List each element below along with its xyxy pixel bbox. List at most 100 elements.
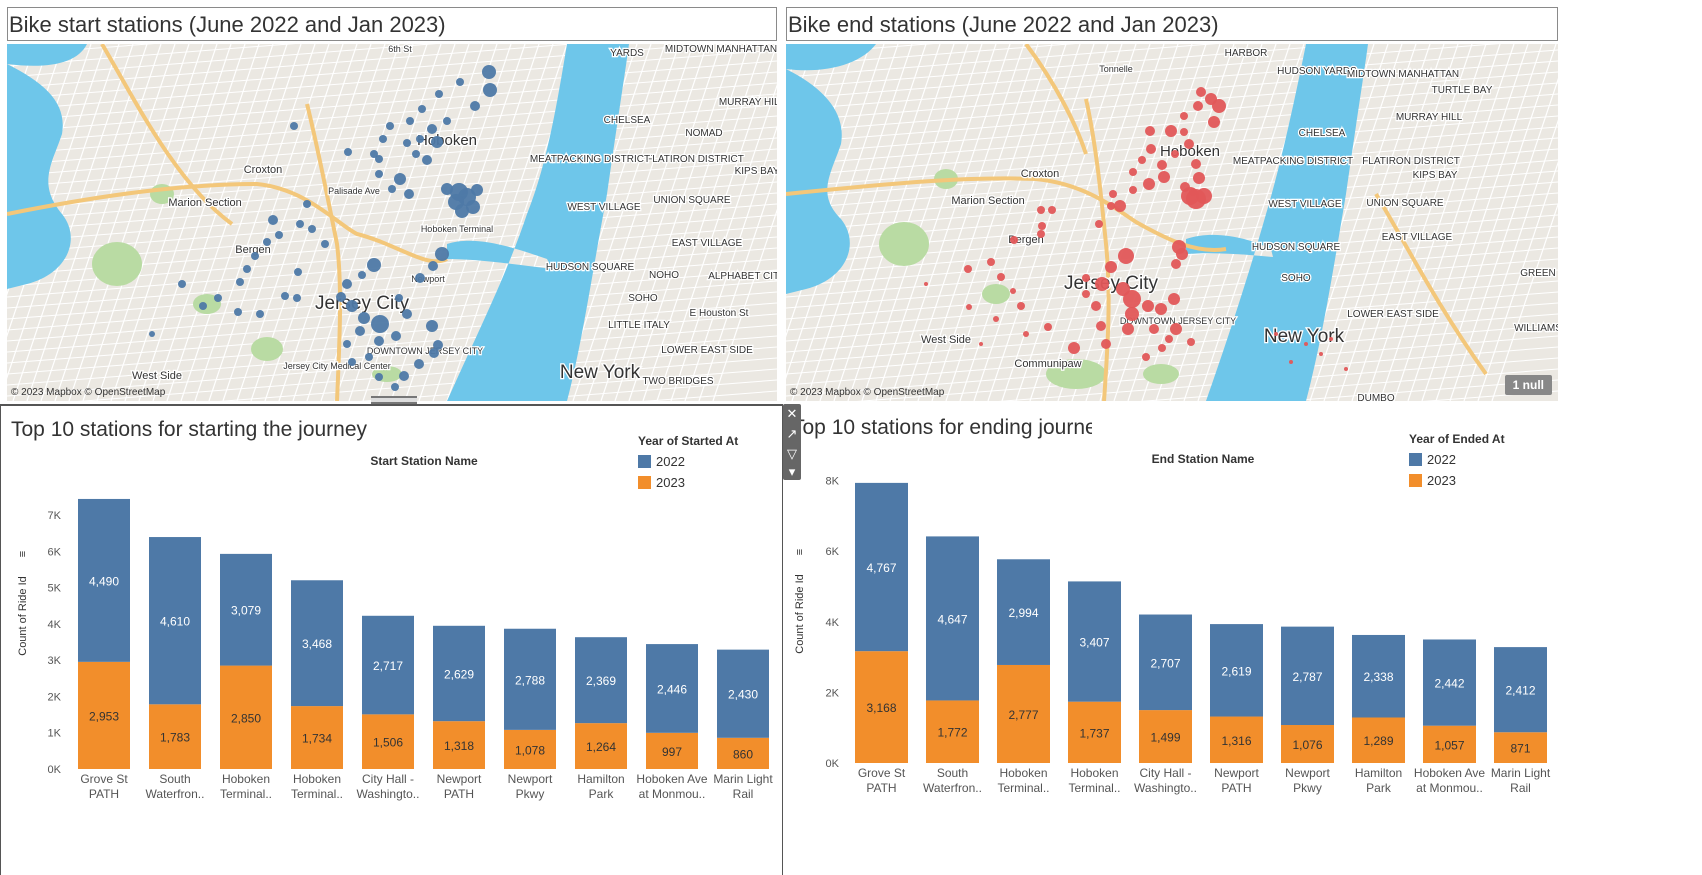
x-tick-label[interactable]: Newport	[508, 772, 553, 786]
station-marker[interactable]	[367, 258, 381, 272]
station-marker[interactable]	[281, 292, 289, 300]
bar-2022[interactable]	[1281, 626, 1334, 726]
bar-2022[interactable]	[855, 482, 908, 652]
start-station-map[interactable]: Hoboken Jersey City New York Croxton Marion …	[7, 44, 777, 401]
legend-item-2023[interactable]: 2023	[638, 475, 738, 490]
bar-2022[interactable]	[504, 628, 556, 730]
y-axis-label[interactable]: Count of Ride Id	[794, 574, 806, 654]
station-marker[interactable]	[435, 247, 449, 261]
bar-2022[interactable]	[291, 580, 343, 707]
station-marker[interactable]	[1129, 168, 1137, 176]
x-tick-label[interactable]: Hamilton	[577, 772, 624, 786]
bar-2022[interactable]	[997, 559, 1050, 665]
station-marker[interactable]	[1091, 301, 1101, 311]
station-marker[interactable]	[1193, 101, 1203, 111]
station-marker[interactable]	[336, 292, 346, 302]
station-marker[interactable]	[149, 331, 155, 337]
x-tick-label[interactable]: Grove St	[80, 772, 128, 786]
station-marker[interactable]	[243, 265, 251, 273]
station-marker[interactable]	[395, 294, 403, 302]
x-tick-label[interactable]: Pkwy	[1293, 781, 1322, 795]
station-marker[interactable]	[427, 124, 437, 134]
y-axis-label[interactable]: Count of Ride Id	[17, 576, 29, 656]
x-tick-label[interactable]: Newport	[437, 772, 482, 786]
x-tick-label[interactable]: Newport	[1285, 766, 1330, 780]
bar-2022[interactable]	[1068, 581, 1121, 702]
station-marker[interactable]	[391, 383, 399, 391]
station-marker[interactable]	[293, 294, 301, 302]
map-attribution[interactable]: © 2023 Mapbox © OpenStreetMap	[790, 387, 945, 398]
bar-2022[interactable]	[433, 625, 485, 722]
station-marker[interactable]	[993, 316, 999, 322]
bar-2023[interactable]	[855, 651, 908, 763]
station-marker[interactable]	[1184, 139, 1194, 149]
station-marker[interactable]	[1196, 87, 1206, 97]
chart-legend[interactable]: Year of Started At 2022 2023	[638, 434, 738, 496]
station-marker[interactable]	[435, 90, 443, 98]
station-marker[interactable]	[1158, 344, 1166, 352]
station-marker[interactable]	[386, 122, 394, 130]
station-marker[interactable]	[1082, 290, 1090, 298]
station-marker[interactable]	[1095, 220, 1103, 228]
bar-2022[interactable]	[1494, 647, 1547, 733]
station-marker[interactable]	[1158, 171, 1170, 183]
station-marker[interactable]	[406, 117, 414, 125]
station-marker[interactable]	[418, 105, 426, 113]
x-tick-label[interactable]: Hoboken Ave	[1414, 766, 1485, 780]
bar-2023[interactable]	[1210, 716, 1263, 763]
station-marker[interactable]	[234, 308, 242, 316]
x-tick-label[interactable]: Park	[1366, 781, 1392, 795]
station-marker[interactable]	[1274, 332, 1278, 336]
bar-2023[interactable]	[1352, 717, 1405, 763]
x-tick-label[interactable]: South	[159, 772, 190, 786]
station-marker[interactable]	[1180, 128, 1188, 136]
station-marker[interactable]	[263, 238, 271, 246]
station-marker[interactable]	[344, 148, 352, 156]
bar-2022[interactable]	[646, 644, 698, 733]
bar-2023[interactable]	[433, 721, 485, 769]
station-marker[interactable]	[1170, 323, 1182, 335]
station-marker[interactable]	[1114, 200, 1126, 212]
station-marker[interactable]	[1155, 303, 1167, 315]
x-tick-label[interactable]: Waterfron..	[923, 781, 982, 795]
station-marker[interactable]	[275, 231, 283, 239]
station-marker[interactable]	[966, 304, 972, 310]
x-tick-label[interactable]: Newport	[1214, 766, 1259, 780]
station-marker[interactable]	[365, 353, 373, 361]
station-marker[interactable]	[268, 215, 278, 225]
station-marker[interactable]	[214, 294, 222, 302]
station-marker[interactable]	[178, 280, 186, 288]
station-marker[interactable]	[403, 139, 411, 147]
station-marker[interactable]	[1017, 302, 1025, 310]
sort-icon[interactable]: ≡	[794, 549, 806, 555]
x-tick-label[interactable]: Terminal..	[220, 787, 272, 801]
x-tick-label[interactable]: PATH	[1221, 781, 1251, 795]
station-marker[interactable]	[1010, 288, 1016, 294]
station-marker[interactable]	[199, 302, 207, 310]
station-marker[interactable]	[321, 240, 329, 248]
station-marker[interactable]	[1010, 236, 1018, 244]
station-marker[interactable]	[470, 101, 480, 111]
x-tick-label[interactable]: Hamilton	[1355, 766, 1402, 780]
start-map-canvas[interactable]: Hoboken Jersey City New York Croxton Marion …	[7, 44, 777, 401]
station-marker[interactable]	[236, 278, 244, 286]
bar-2023[interactable]	[717, 737, 769, 769]
station-marker[interactable]	[1168, 293, 1180, 305]
bar-2022[interactable]	[926, 536, 979, 701]
station-marker[interactable]	[388, 185, 396, 193]
x-tick-label[interactable]: Washingto..	[357, 787, 420, 801]
station-marker[interactable]	[290, 122, 298, 130]
station-marker[interactable]	[391, 331, 401, 341]
station-marker[interactable]	[1105, 261, 1117, 273]
station-marker[interactable]	[422, 155, 432, 165]
station-marker[interactable]	[342, 279, 352, 289]
x-tick-label[interactable]: PATH	[444, 787, 474, 801]
station-marker[interactable]	[1289, 360, 1293, 364]
chart-legend[interactable]: Year of Ended At 2022 2023	[1409, 432, 1505, 494]
station-marker[interactable]	[1037, 206, 1045, 214]
station-marker[interactable]	[1165, 335, 1173, 343]
station-marker[interactable]	[1157, 160, 1167, 170]
x-tick-label[interactable]: at Monmou..	[1416, 781, 1483, 795]
station-marker[interactable]	[402, 309, 412, 319]
station-marker[interactable]	[1193, 172, 1205, 184]
